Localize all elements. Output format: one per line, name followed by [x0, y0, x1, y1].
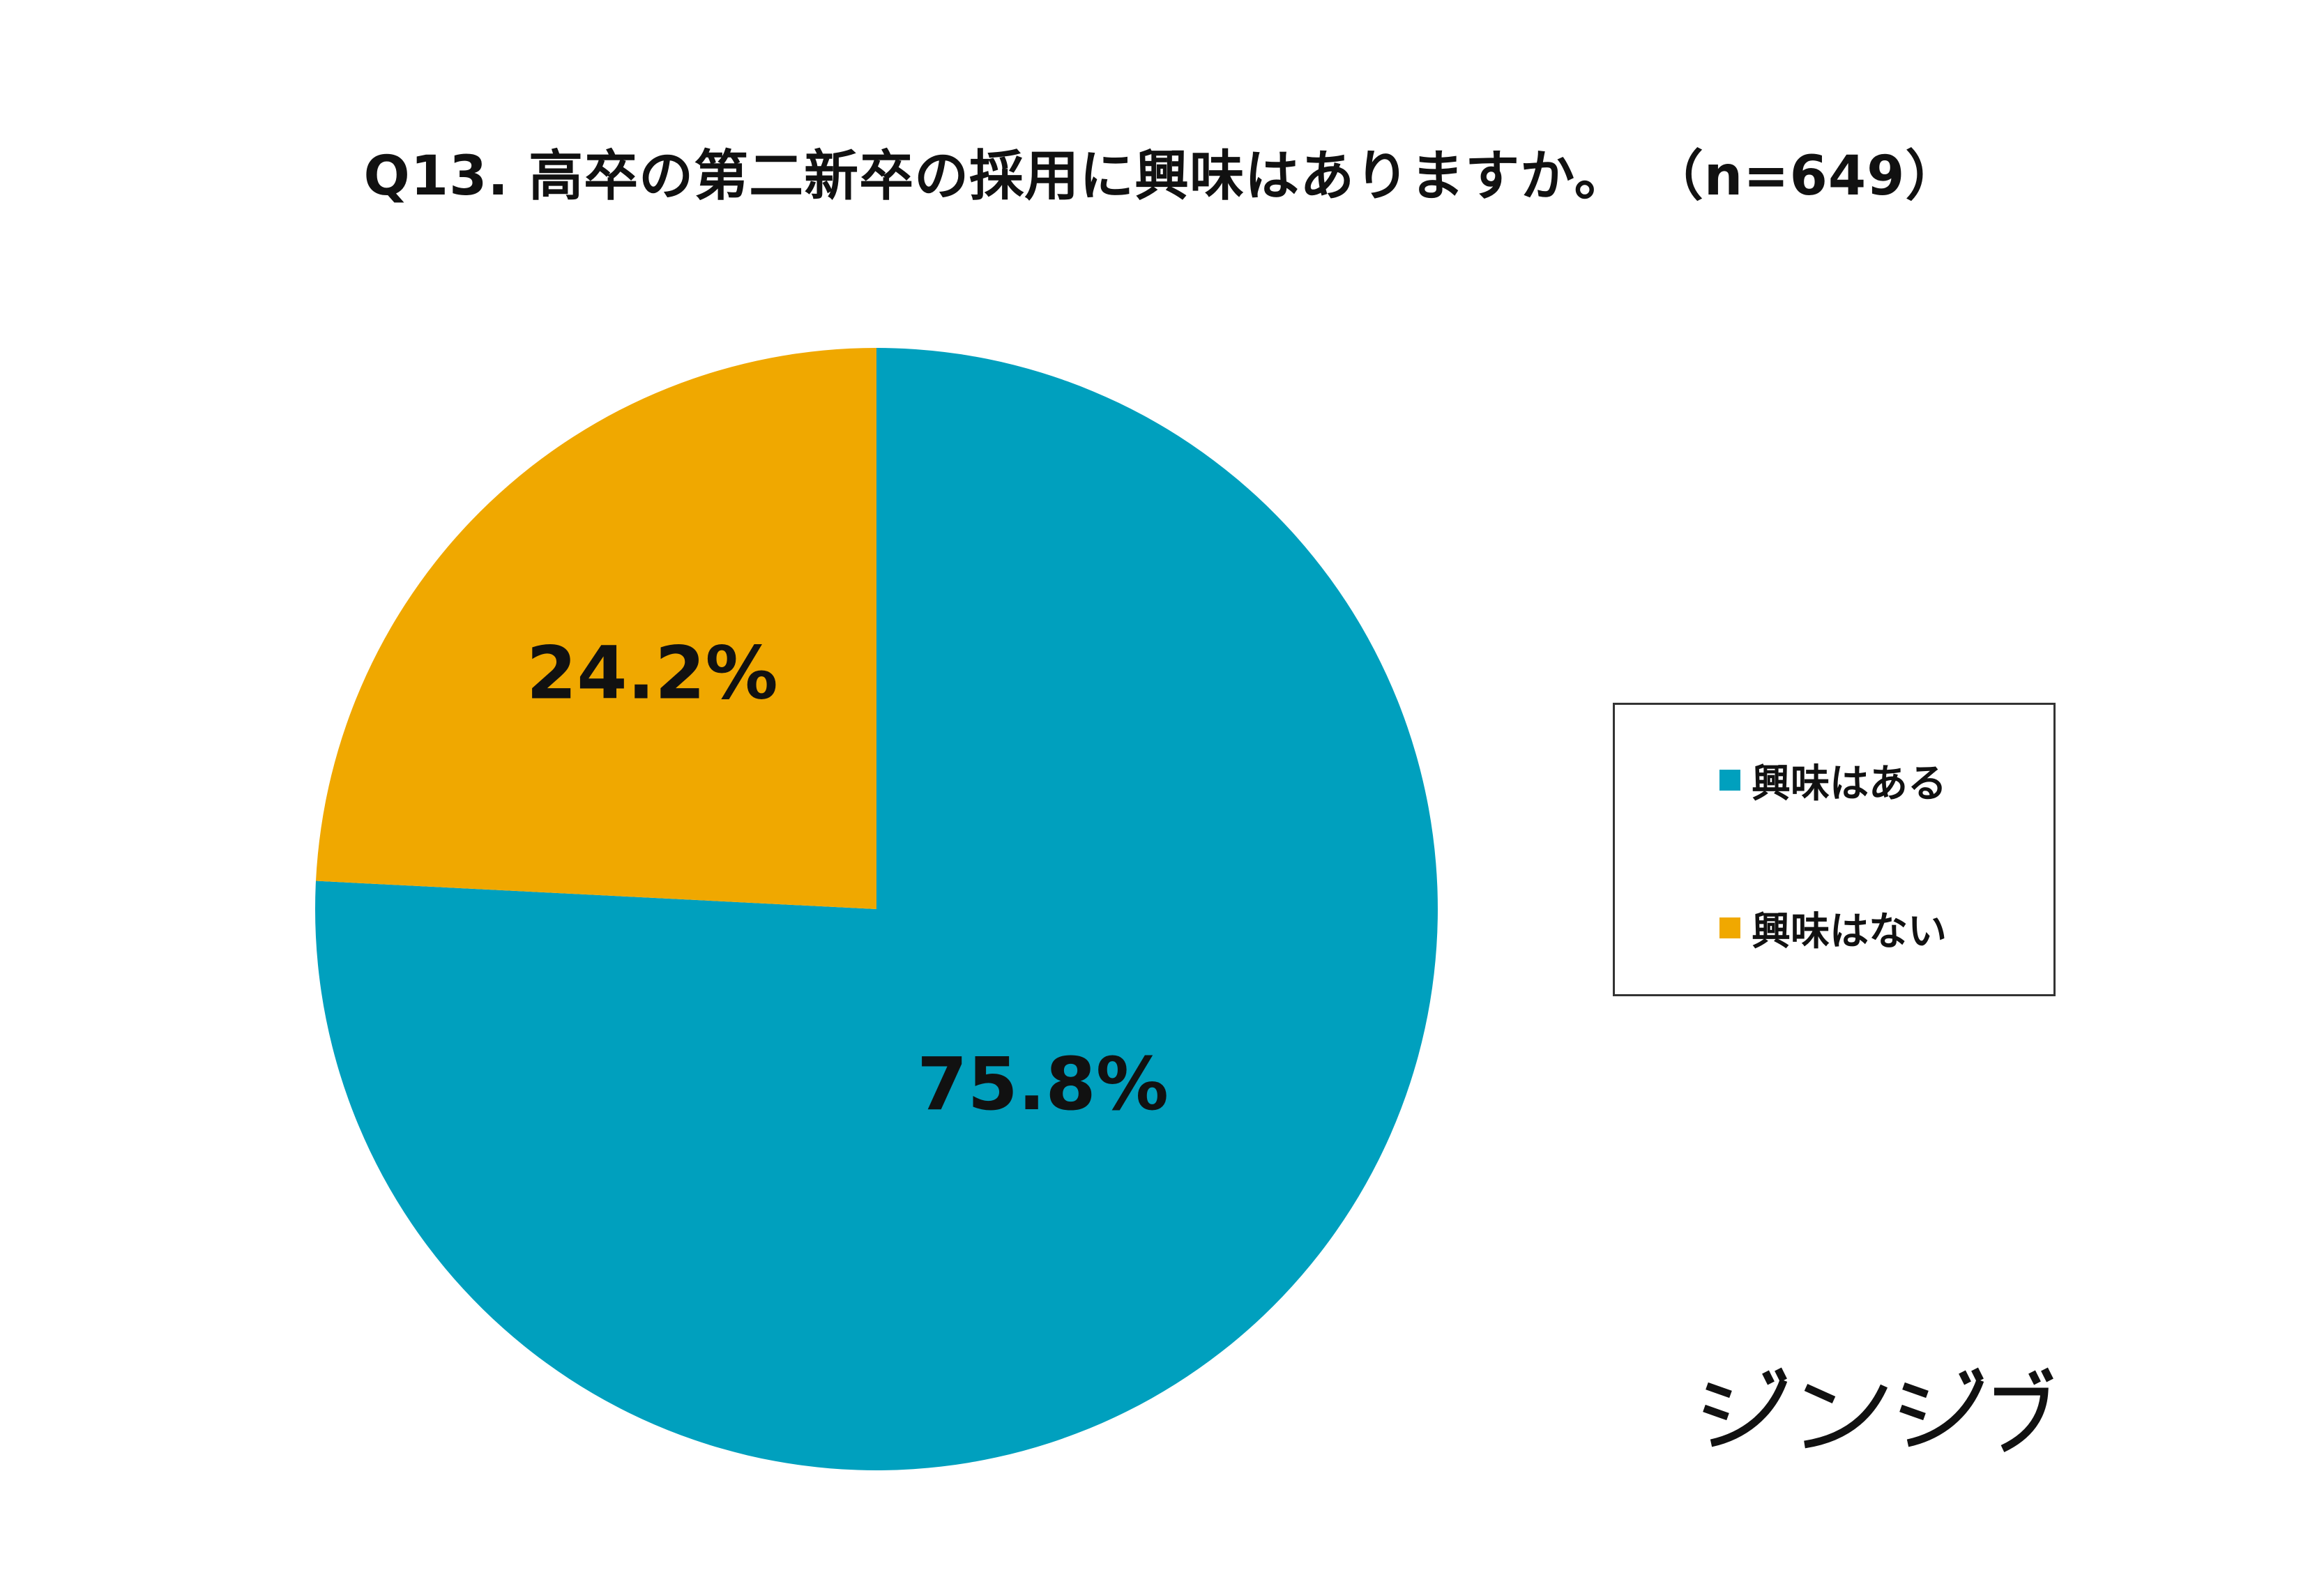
- data-label-interested: 75.8%: [917, 1042, 1169, 1127]
- jinjib-logo: [1703, 1367, 2053, 1452]
- chart-legend: 興味はある 興味はない: [1613, 703, 2056, 996]
- data-label-not-interested: 24.2%: [526, 631, 778, 716]
- legend-label-not-interested: 興味はない: [1752, 908, 1947, 954]
- pie-slice-not-interested: [316, 347, 877, 909]
- legend-label-interested: 興味はある: [1752, 761, 1947, 807]
- pie-labels: 75.8% 24.2%: [526, 631, 1169, 1127]
- legend-item-interested: 興味はある: [1719, 752, 1947, 808]
- legend-swatch-not-interested: [1719, 917, 1740, 938]
- chart-title: Q13. 高卒の第二新卒の採用に興味はありますか。 （n=649）: [363, 145, 1961, 208]
- pie-slices: [315, 347, 1438, 1470]
- legend-item-not-interested: 興味はない: [1719, 900, 1947, 956]
- legend-swatch-interested: [1719, 770, 1740, 791]
